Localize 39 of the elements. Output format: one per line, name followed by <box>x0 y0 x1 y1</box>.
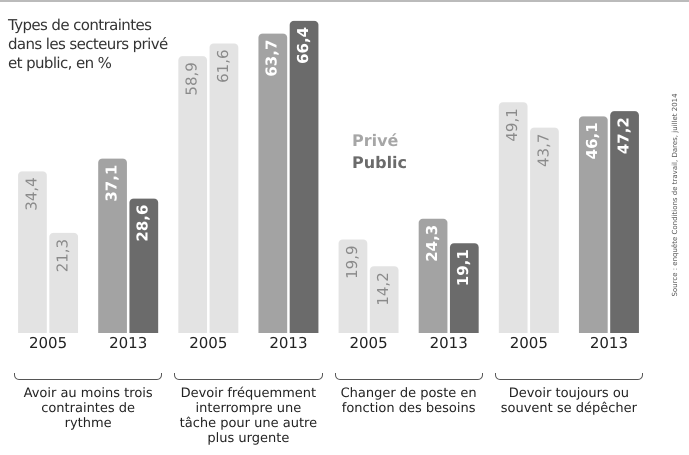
data-label: 63,7 <box>262 40 281 77</box>
data-label: 47,2 <box>614 117 632 154</box>
x-tick-label: 2005 <box>510 334 548 352</box>
x-tick-label: 2005 <box>349 334 388 352</box>
data-label: 21,3 <box>54 238 72 272</box>
data-label: 19,1 <box>454 249 472 286</box>
text: Avoir au moins trois contraintes de rythme <box>24 386 153 431</box>
x-tick-label: 2005 <box>28 334 68 352</box>
x-tick-label: 2013 <box>590 334 628 352</box>
data-label: 49,1 <box>503 108 522 142</box>
data-label: 66,4 <box>294 26 312 64</box>
x-tick-label: 2013 <box>430 334 468 352</box>
data-label: 37,1 <box>102 164 120 202</box>
bar <box>418 218 448 333</box>
text: Devoir toujours ou souvent se dépêcher <box>500 386 638 416</box>
text: Types de contraintes dans les secteurs privé et public, en % <box>8 16 169 73</box>
bar <box>258 34 288 333</box>
bar <box>610 111 639 333</box>
data-label: 34,4 <box>22 177 40 211</box>
data-label: 43,7 <box>534 134 552 168</box>
data-label: 19,9 <box>342 245 361 279</box>
x-tick-label: 2013 <box>269 334 308 352</box>
data-label: 14,2 <box>374 272 392 306</box>
text: Changer de poste en fonction des besoins <box>340 386 477 416</box>
data-label: 24,3 <box>422 224 441 262</box>
bar <box>578 116 608 333</box>
x-tick-label: 2013 <box>109 334 148 352</box>
data-label: 58,9 <box>182 62 201 96</box>
bar <box>450 243 479 333</box>
text: Devoir fréquemment interrompre une tâche pour une autre plus urgente <box>180 386 318 446</box>
bar <box>98 158 127 333</box>
bar <box>290 20 318 333</box>
data-label: 28,6 <box>134 204 152 242</box>
text: Privé <box>352 130 400 152</box>
data-label: 61,6 <box>214 49 232 83</box>
x-tick-label: 2005 <box>189 334 228 352</box>
data-label: 46,1 <box>583 122 602 160</box>
bar <box>129 198 158 333</box>
text: Public <box>352 152 408 174</box>
